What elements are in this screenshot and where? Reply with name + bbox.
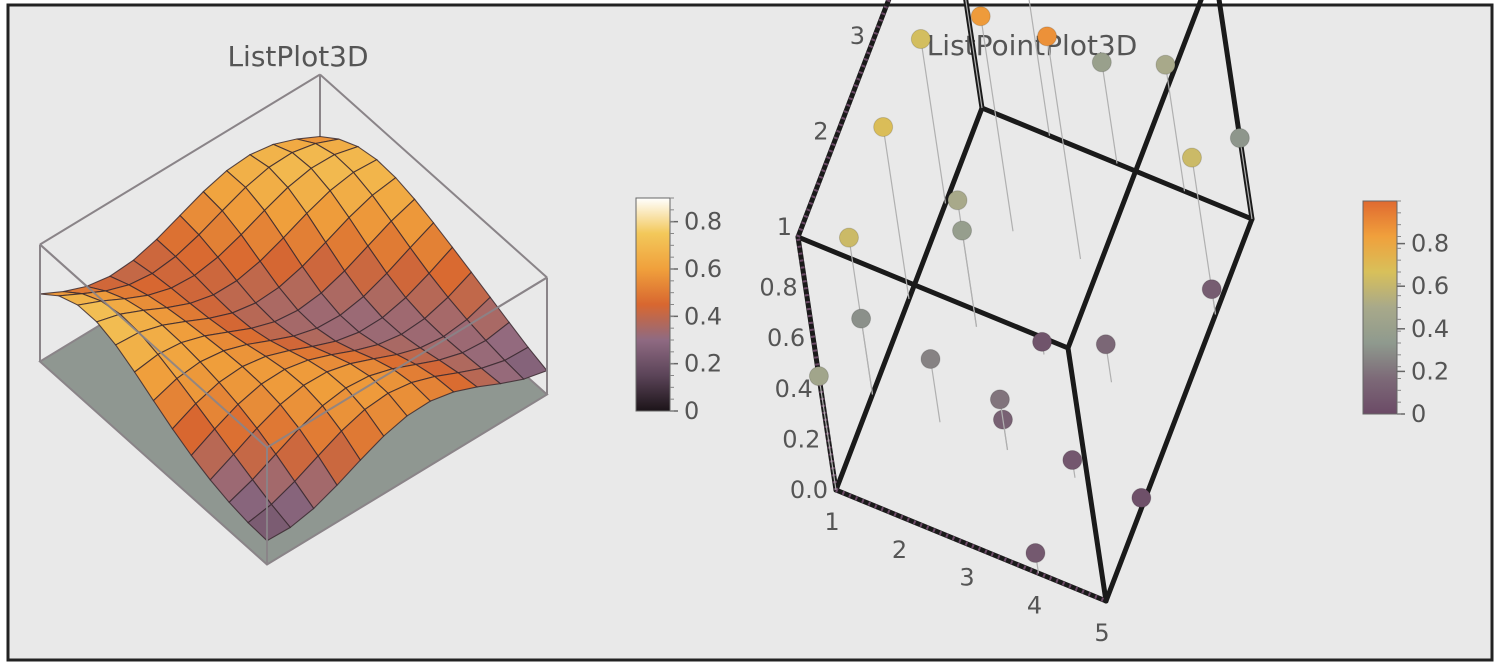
- scatter-y-tick-label: 2: [813, 118, 828, 146]
- scatter-box-edge: [833, 487, 1109, 604]
- surface-box-edge: [39, 73, 321, 246]
- scatter3d-plot: 12345123450.00.20.40.60.8: [759, 0, 1255, 647]
- surface-plot: [38, 73, 549, 566]
- scatter-stem: [965, 0, 983, 109]
- scatter-point: [1181, 147, 1202, 168]
- scatter-box-edge: [1065, 0, 1204, 351]
- scatter-stem: [929, 358, 941, 423]
- scatter-y-tick-label: 1: [777, 213, 792, 241]
- colorbar-1-tick-label: 0.2: [684, 350, 722, 378]
- colorbar-1-tick-label: 0.8: [684, 208, 722, 236]
- scatter-z-tick-label: 0.6: [767, 324, 805, 352]
- scatter-stem: [1164, 64, 1186, 192]
- scatter-point: [947, 190, 968, 211]
- colorbar-2-tick-label: 0.8: [1411, 230, 1449, 258]
- surface-patch: [247, 503, 292, 542]
- scatter-stem: [860, 318, 874, 395]
- surface-box-edge-front: [266, 276, 548, 449]
- colorbar-1: 0 0.2 0.4 0.6 0.8: [635, 197, 722, 425]
- colorbar-2-tick-label: 0: [1411, 400, 1426, 428]
- scatter-point: [873, 116, 894, 137]
- scatter-point: [952, 220, 973, 241]
- scatter-stem: [818, 376, 837, 491]
- scatter-point: [1091, 52, 1112, 73]
- scatter-point: [1131, 487, 1152, 508]
- surface-title: ListPlot3D: [227, 40, 368, 73]
- scatter-x-tick-label: 3: [959, 564, 974, 592]
- scatter-point: [1229, 128, 1250, 149]
- colorbar-2-ticks: 0 0.2 0.4 0.6 0.8: [1397, 200, 1449, 428]
- scatter-point: [838, 227, 859, 248]
- colorbar-2-bar: [1362, 200, 1398, 415]
- scatter-stem: [882, 126, 910, 300]
- scatter-point: [808, 366, 829, 387]
- scatter-z-tick-label: 0.8: [759, 274, 797, 302]
- scatter-stem: [1239, 137, 1253, 220]
- scatter-axis-y-ticks: [796, 0, 891, 238]
- scatter-point: [1062, 450, 1083, 471]
- scatter-box-edge: [1065, 345, 1109, 604]
- scatter-x-tick-label: 1: [824, 508, 839, 536]
- colorbar-2: 0 0.2 0.4 0.6 0.8: [1362, 200, 1449, 428]
- scatter-stem: [1028, 0, 1051, 136]
- scatter-x-tick-label: 5: [1094, 619, 1109, 647]
- scatter-box-edge: [795, 234, 1071, 351]
- scatter-x-tick-label: 2: [892, 536, 907, 564]
- scatter-point: [1037, 26, 1058, 47]
- colorbar-1-bar: [635, 197, 671, 412]
- scatter-point: [920, 349, 941, 369]
- scatter-box-edge: [1103, 216, 1255, 604]
- scatter-point: [1155, 54, 1176, 75]
- scatter-stem: [920, 38, 947, 204]
- scatter-point: [1025, 543, 1046, 564]
- scatter-z-tick-label: 0.2: [782, 425, 820, 453]
- colorbar-1-ticks: 0 0.2 0.4 0.6 0.8: [670, 197, 722, 425]
- scatter-z-tick-label: 0.4: [775, 375, 813, 403]
- colorbar-1-tick-label: 0.4: [684, 302, 722, 330]
- surface-box-edge-front: [39, 243, 268, 449]
- scatter-point: [1032, 331, 1053, 352]
- scatter-point: [851, 308, 872, 329]
- colorbar-1-tick-label: 0: [684, 397, 699, 425]
- scatter-point: [970, 6, 991, 27]
- surface-box-edge: [319, 73, 548, 279]
- scatter-point: [1201, 279, 1222, 300]
- colorbar-2-tick-label: 0.6: [1411, 272, 1449, 300]
- scatter-y-tick-label: 3: [850, 22, 865, 50]
- colorbar-2-tick-label: 0.2: [1411, 357, 1449, 385]
- scatter-point: [910, 29, 931, 50]
- colorbar-2-tick-label: 0.4: [1411, 315, 1449, 343]
- scatter-x-tick-label: 4: [1027, 591, 1042, 619]
- scatter-point: [989, 389, 1010, 410]
- scatter-stem: [1046, 36, 1082, 260]
- scatter-stem: [980, 16, 1014, 232]
- scatter-stem: [1101, 62, 1118, 164]
- colorbar-1-tick-label: 0.6: [684, 255, 722, 283]
- scatter-z-tick-label: 0.0: [790, 476, 828, 504]
- scatter-point: [1095, 334, 1116, 355]
- scatter-stem: [961, 230, 978, 327]
